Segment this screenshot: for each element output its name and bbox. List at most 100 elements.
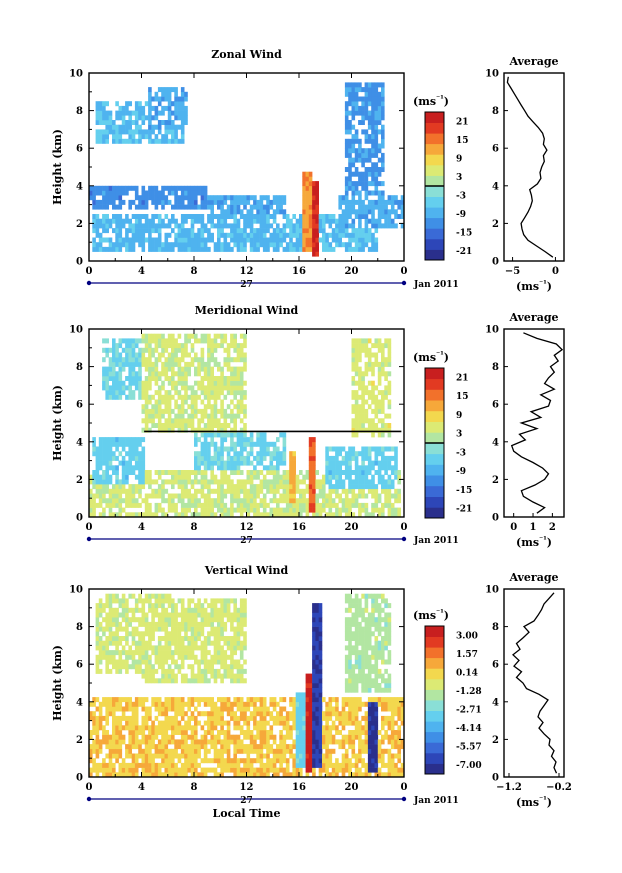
- heatmap-cell: [180, 418, 185, 424]
- heatmap-cell: [269, 512, 274, 518]
- heatmap-cell: [177, 701, 182, 707]
- heatmap-cell: [95, 134, 100, 140]
- heatmap-cell: [154, 744, 159, 750]
- heatmap-cell: [203, 408, 208, 414]
- heatmap-cell: [358, 404, 362, 410]
- heatmap-cell: [141, 451, 146, 457]
- heatmap-cell: [131, 720, 136, 726]
- heatmap-cell: [167, 338, 172, 344]
- heatmap-cell: [213, 195, 218, 201]
- heatmap-cell: [157, 507, 162, 513]
- heatmap-cell: [148, 427, 152, 433]
- heatmap-cell: [233, 380, 237, 386]
- heatmap-cell: [230, 739, 234, 745]
- heatmap-cell: [253, 706, 257, 712]
- heatmap-cell: [358, 214, 362, 219]
- heatmap-cell: [354, 209, 359, 215]
- heatmap-cell: [200, 479, 205, 485]
- heatmap-cell: [200, 460, 205, 466]
- heatmap-cell: [351, 479, 356, 485]
- heatmap-cell: [180, 129, 185, 135]
- heatmap-cell: [207, 423, 211, 428]
- heatmap-cell: [325, 242, 329, 248]
- heatmap-cell: [134, 758, 139, 764]
- heatmap-cell: [141, 408, 146, 414]
- heatmap-cell: [381, 361, 385, 367]
- heatmap-cell: [125, 498, 129, 504]
- heatmap-cell: [213, 744, 218, 750]
- heatmap-cell: [249, 715, 254, 721]
- heatmap-cell: [276, 246, 280, 252]
- heatmap-cell: [233, 626, 237, 632]
- average-line: [506, 76, 554, 258]
- heatmap-cell: [358, 181, 362, 187]
- heatmap-cell: [276, 204, 280, 210]
- heatmap-cell: [338, 460, 342, 466]
- heatmap-cell: [148, 418, 152, 424]
- heatmap-cell: [144, 399, 149, 405]
- heatmap-cell: [92, 437, 96, 443]
- heatmap-cell: [243, 659, 247, 665]
- heatmap-cell: [125, 101, 129, 107]
- heatmap-cell: [210, 701, 214, 707]
- heatmap-cell: [361, 394, 365, 400]
- heatmap-cell: [112, 385, 116, 391]
- heatmap-cell: [157, 242, 162, 248]
- heatmap-cell: [134, 223, 139, 229]
- heatmap-cell: [167, 654, 172, 660]
- heatmap-cell: [233, 418, 237, 424]
- heatmap-cell: [92, 451, 96, 457]
- heatmap-cell: [131, 762, 136, 768]
- heatmap-cell: [167, 725, 172, 731]
- heatmap-cell: [223, 488, 228, 494]
- heatmap-cell: [203, 338, 208, 344]
- heatmap-cell: [325, 246, 329, 252]
- heatmap-cell: [269, 451, 274, 457]
- heatmap-cell: [98, 715, 103, 721]
- heatmap-cell: [230, 758, 234, 764]
- heatmap-cell: [243, 507, 247, 513]
- heatmap-cell: [269, 455, 274, 461]
- heatmap-cell: [364, 195, 369, 201]
- heatmap-cell: [171, 650, 175, 656]
- heatmap-cell: [266, 720, 270, 726]
- heatmap-cell: [223, 767, 228, 773]
- heatmap-cell: [223, 432, 228, 438]
- heatmap-cell: [151, 612, 155, 618]
- heatmap-cell: [253, 488, 257, 494]
- heatmap-cell: [108, 593, 113, 599]
- colorbar-swatch: [425, 143, 444, 155]
- heatmap-cell: [226, 451, 231, 457]
- heatmap-cell: [141, 470, 146, 475]
- heatmap-cell: [154, 598, 159, 604]
- heatmap-cell: [118, 734, 123, 740]
- heatmap-cell: [138, 232, 142, 238]
- heatmap-cell: [371, 493, 375, 499]
- heatmap-cell: [180, 124, 185, 130]
- heatmap-cell: [377, 343, 382, 349]
- heatmap-cell: [203, 199, 208, 205]
- heatmap-cell: [161, 96, 165, 102]
- heatmap-cell: [236, 502, 241, 508]
- heatmap-cell: [174, 479, 178, 485]
- heatmap-cell: [315, 181, 319, 187]
- heatmap-cell: [128, 650, 132, 656]
- heatmap-cell: [180, 493, 185, 499]
- heatmap-cell: [148, 748, 152, 754]
- heatmap-cell: [364, 214, 369, 219]
- heatmap-cell: [312, 218, 316, 224]
- heatmap-cell: [262, 432, 267, 438]
- heatmap-cell: [361, 404, 365, 410]
- heatmap-cell: [364, 493, 369, 499]
- heatmap-cell: [272, 455, 277, 461]
- heatmap-cell: [200, 390, 205, 396]
- heatmap-cell: [213, 242, 218, 248]
- heatmap-cell: [217, 668, 221, 674]
- heatmap-cell: [348, 87, 352, 93]
- heatmap-cell: [203, 484, 208, 490]
- heatmap-cell: [102, 237, 106, 243]
- heatmap-cell: [364, 347, 369, 353]
- heatmap-cell: [236, 715, 241, 721]
- heatmap-cell: [223, 720, 228, 726]
- heatmap-cell: [105, 711, 109, 717]
